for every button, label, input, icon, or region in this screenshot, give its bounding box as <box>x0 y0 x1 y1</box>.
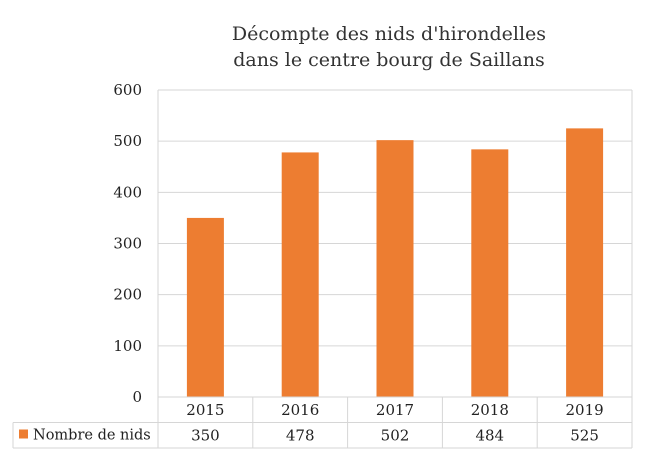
y-tick-label: 600 <box>113 81 142 99</box>
bar <box>471 149 509 397</box>
bar <box>186 217 224 397</box>
x-tick-label: 2017 <box>376 401 414 419</box>
legend-key <box>19 429 28 439</box>
y-axis-labels: 0 100 200 300 400 500 600 <box>113 81 142 406</box>
legend-label: Nombre de nids <box>33 428 151 444</box>
x-tick-label: 2018 <box>471 401 509 419</box>
y-tick-label: 0 <box>132 388 142 406</box>
x-tick-label: 2015 <box>186 401 224 419</box>
data-label: 525 <box>570 427 599 445</box>
y-tick-label: 500 <box>113 132 142 150</box>
data-table: 2015 350 2016 478 2017 502 2018 484 2019 525 Nombr… <box>12 396 633 449</box>
y-tick-label: 400 <box>113 183 142 201</box>
bar <box>376 140 414 398</box>
x-tick-label: 2019 <box>566 401 604 419</box>
chart-title-line-1: Décompte des nids d'hirondelles <box>232 23 546 45</box>
x-tick-label: 2016 <box>281 401 319 419</box>
bar <box>566 128 604 397</box>
data-label: 478 <box>286 427 315 445</box>
data-label: 350 <box>191 427 220 445</box>
data-label: 502 <box>381 427 410 445</box>
y-tick-label: 100 <box>113 337 142 355</box>
bar <box>281 152 319 397</box>
y-tick-label: 200 <box>113 286 142 304</box>
bars <box>186 128 604 398</box>
data-label: 484 <box>475 427 504 445</box>
chart-title-line-2: dans le centre bourg de Saillans <box>233 49 544 71</box>
y-tick-label: 300 <box>113 235 142 253</box>
